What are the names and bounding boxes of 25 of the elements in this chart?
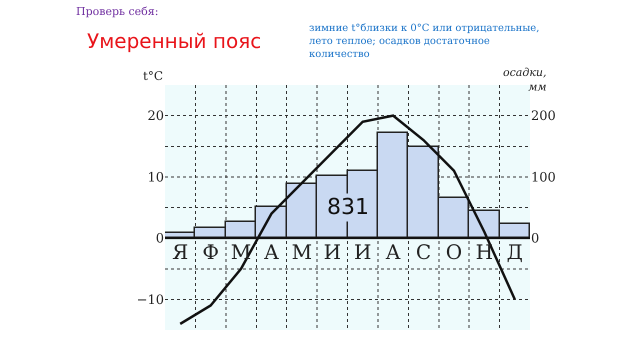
y-axis-title: t°C — [143, 69, 164, 83]
y-tick-label: −10 — [136, 292, 164, 308]
x-tick-label: И — [324, 240, 342, 264]
y-tick-label: 0 — [156, 232, 164, 247]
x-tick-label: А — [386, 240, 401, 264]
x-tick-label: Д — [506, 240, 523, 264]
chart-title: Умеренный пояс — [87, 29, 262, 53]
y-tick-label: 20 — [147, 109, 164, 124]
x-tick-label: Ф — [202, 240, 219, 264]
y-tick-label: 10 — [147, 170, 164, 186]
x-tick-label: Н — [476, 240, 494, 264]
text: Проверь себя: — [76, 5, 158, 18]
x-tick-label: С — [416, 240, 432, 264]
x-tick-label: Я — [172, 240, 188, 264]
x-tick-label: О — [446, 240, 462, 264]
x-tick-label: И — [354, 240, 372, 264]
chart-subtitle: зимние t°близки к 0°C или отрицательные, лето теплое; осадков достаточное количество — [309, 23, 540, 60]
annotation: 831 — [327, 195, 369, 220]
x-tick-label: М — [230, 240, 252, 264]
y2-tick-label: 200 — [531, 109, 556, 124]
x-tick-label: М — [292, 240, 312, 264]
y2-axis-title: осадки, мм — [503, 66, 546, 94]
y2-tick-label: 100 — [531, 170, 556, 186]
y2-tick-label: 0 — [531, 232, 540, 247]
x-tick-label: А — [264, 240, 280, 264]
